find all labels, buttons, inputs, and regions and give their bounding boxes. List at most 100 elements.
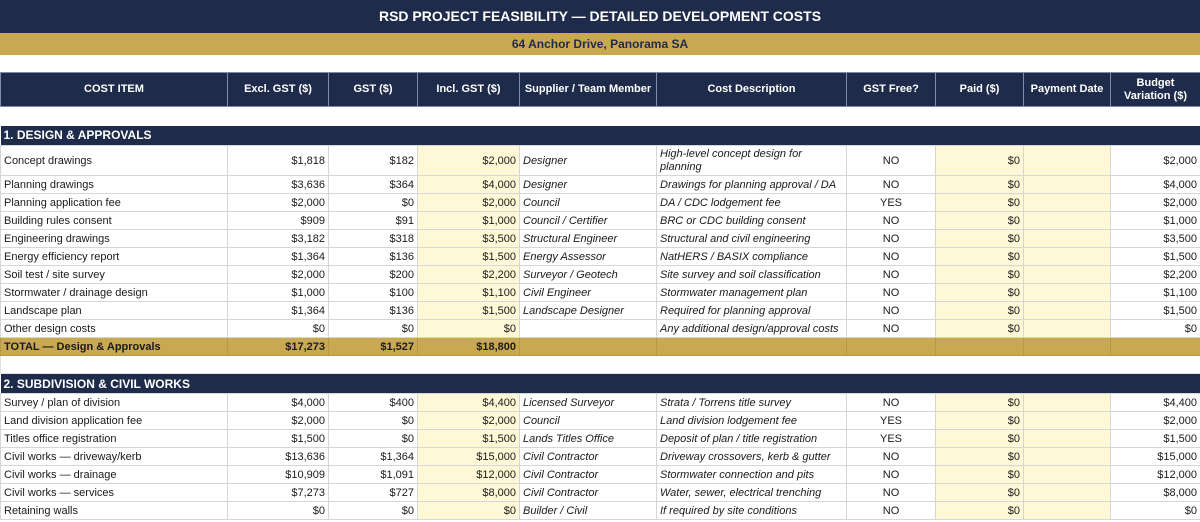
cell-description[interactable]: Driveway crossovers, kerb & gutter (656, 447, 847, 466)
cell-supplier[interactable]: Builder / Civil (519, 501, 657, 520)
cell-gst[interactable]: $0 (328, 193, 418, 212)
cell-paid[interactable]: $0 (935, 301, 1024, 320)
cell-payment-date[interactable] (1023, 429, 1111, 448)
cell-budget-variation[interactable]: $1,500 (1110, 247, 1200, 266)
cell-excl-gst[interactable]: $2,000 (227, 411, 329, 430)
cell-supplier[interactable]: Surveyor / Geotech (519, 265, 657, 284)
cell-excl-gst[interactable]: $3,636 (227, 175, 329, 194)
cell-budget-variation[interactable]: $15,000 (1110, 447, 1200, 466)
cell-gst[interactable]: $727 (328, 483, 418, 502)
cell-budget-variation[interactable]: $8,000 (1110, 483, 1200, 502)
cell-incl-gst[interactable]: $2,000 (417, 411, 520, 430)
col-payment-date[interactable]: Payment Date (1023, 72, 1111, 107)
cell-supplier[interactable]: Landscape Designer (519, 301, 657, 320)
cell-incl-gst[interactable]: $2,000 (417, 145, 520, 176)
cell-cost-item[interactable]: Soil test / site survey (0, 265, 228, 284)
cell-excl-gst[interactable]: $909 (227, 211, 329, 230)
cell-incl-gst[interactable]: $4,400 (417, 393, 520, 412)
col-supplier[interactable]: Supplier / Team Member (519, 72, 657, 107)
cell-gst-free[interactable]: YES (846, 193, 936, 212)
cell-budget-variation[interactable]: $2,000 (1110, 411, 1200, 430)
cell-excl-gst[interactable]: $1,364 (227, 247, 329, 266)
col-excl-gst[interactable]: Excl. GST ($) (227, 72, 329, 107)
col-incl-gst[interactable]: Incl. GST ($) (417, 72, 520, 107)
cell-paid[interactable]: $0 (935, 319, 1024, 338)
cell-paid[interactable]: $0 (935, 393, 1024, 412)
cell-incl-gst[interactable]: $0 (417, 319, 520, 338)
cell-description[interactable]: Strata / Torrens title survey (656, 393, 847, 412)
cell-paid[interactable]: $0 (935, 483, 1024, 502)
cell-description[interactable]: Drawings for planning approval / DA (656, 175, 847, 194)
cell-cost-item[interactable]: Planning drawings (0, 175, 228, 194)
cell-gst[interactable]: $1,364 (328, 447, 418, 466)
cell-description[interactable]: Required for planning approval (656, 301, 847, 320)
cell-description[interactable]: NatHERS / BASIX compliance (656, 247, 847, 266)
cell-incl-gst[interactable]: $8,000 (417, 483, 520, 502)
cell-description[interactable]: Any additional design/approval costs (656, 319, 847, 338)
cell-gst-free[interactable]: NO (846, 447, 936, 466)
cell-gst-free[interactable]: YES (846, 411, 936, 430)
cell-gst-free[interactable]: NO (846, 229, 936, 248)
cell-supplier[interactable]: Civil Contractor (519, 447, 657, 466)
cell-payment-date[interactable] (1023, 483, 1111, 502)
cell-gst[interactable]: $0 (328, 429, 418, 448)
cell-supplier[interactable]: Designer (519, 145, 657, 176)
cell-payment-date[interactable] (1023, 465, 1111, 484)
cell-paid[interactable]: $0 (935, 175, 1024, 194)
cell-supplier[interactable]: Council (519, 193, 657, 212)
cell-paid[interactable]: $0 (935, 429, 1024, 448)
cell-gst[interactable]: $0 (328, 411, 418, 430)
cell-excl-gst[interactable]: $2,000 (227, 265, 329, 284)
cell-excl-gst[interactable]: $0 (227, 501, 329, 520)
cell-incl-gst[interactable]: $12,000 (417, 465, 520, 484)
cell-payment-date[interactable] (1023, 301, 1111, 320)
cell-supplier[interactable]: Civil Contractor (519, 483, 657, 502)
col-description[interactable]: Cost Description (656, 72, 847, 107)
cell-incl-gst[interactable]: $1,100 (417, 283, 520, 302)
cell-excl-gst[interactable]: $7,273 (227, 483, 329, 502)
cell-description[interactable]: Structural and civil engineering (656, 229, 847, 248)
cell-description[interactable]: Site survey and soil classification (656, 265, 847, 284)
cell-gst-free[interactable]: NO (846, 465, 936, 484)
cell-description[interactable]: High-level concept design for planning (656, 145, 847, 176)
cell-incl-gst[interactable]: $2,000 (417, 193, 520, 212)
cell-budget-variation[interactable]: $1,500 (1110, 429, 1200, 448)
cell-gst[interactable]: $364 (328, 175, 418, 194)
cell-gst[interactable]: $200 (328, 265, 418, 284)
cell-supplier[interactable]: Council (519, 411, 657, 430)
cell-supplier[interactable] (519, 319, 657, 338)
cell-gst-free[interactable]: NO (846, 501, 936, 520)
cell-description[interactable]: Land division lodgement fee (656, 411, 847, 430)
cell-excl-gst[interactable]: $13,636 (227, 447, 329, 466)
cell-cost-item[interactable]: Titles office registration (0, 429, 228, 448)
cell-excl-gst[interactable]: $0 (227, 319, 329, 338)
cell-cost-item[interactable]: Civil works — services (0, 483, 228, 502)
cell-paid[interactable]: $0 (935, 193, 1024, 212)
cell-gst-free[interactable]: YES (846, 429, 936, 448)
cell-excl-gst[interactable]: $3,182 (227, 229, 329, 248)
cell-gst[interactable]: $136 (328, 301, 418, 320)
cell-cost-item[interactable]: Concept drawings (0, 145, 228, 176)
cell-cost-item[interactable]: Retaining walls (0, 501, 228, 520)
cell-supplier[interactable]: Civil Contractor (519, 465, 657, 484)
cell-supplier[interactable]: Civil Engineer (519, 283, 657, 302)
cell-cost-item[interactable]: Survey / plan of division (0, 393, 228, 412)
cell-cost-item[interactable]: Building rules consent (0, 211, 228, 230)
col-cost-item[interactable]: COST ITEM (0, 72, 228, 107)
cell-gst[interactable]: $182 (328, 145, 418, 176)
cell-budget-variation[interactable]: $1,000 (1110, 211, 1200, 230)
cell-excl-gst[interactable]: $1,500 (227, 429, 329, 448)
cell-excl-gst[interactable]: $4,000 (227, 393, 329, 412)
cell-payment-date[interactable] (1023, 265, 1111, 284)
cell-incl-gst[interactable]: $0 (417, 501, 520, 520)
cell-budget-variation[interactable]: $1,500 (1110, 301, 1200, 320)
cell-incl-gst[interactable]: $2,200 (417, 265, 520, 284)
cell-supplier[interactable]: Licensed Surveyor (519, 393, 657, 412)
cell-gst[interactable]: $91 (328, 211, 418, 230)
cell-excl-gst[interactable]: $1,000 (227, 283, 329, 302)
cell-budget-variation[interactable]: $12,000 (1110, 465, 1200, 484)
cell-gst[interactable]: $400 (328, 393, 418, 412)
cell-cost-item[interactable]: Landscape plan (0, 301, 228, 320)
cell-gst[interactable]: $136 (328, 247, 418, 266)
cell-supplier[interactable]: Designer (519, 175, 657, 194)
